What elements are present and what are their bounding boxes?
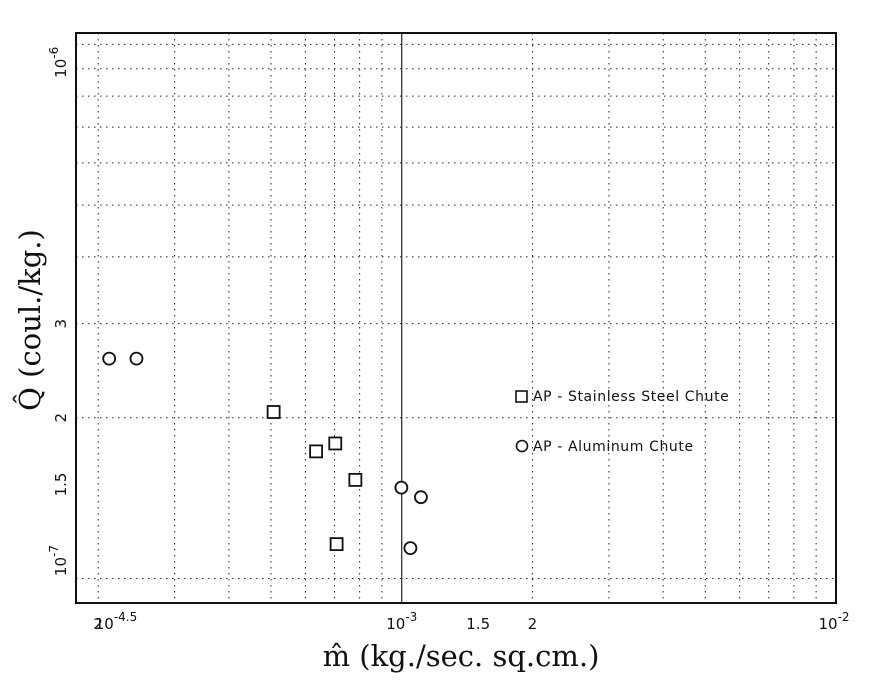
aluminum-point (403, 541, 418, 556)
aluminum-point (414, 490, 428, 505)
stainless-steel-point (328, 436, 343, 451)
data-points (102, 351, 428, 556)
aluminum-point (394, 480, 409, 495)
y-tick-label: 10-6 (47, 47, 70, 78)
x-tick-label: 10-2 (818, 610, 849, 633)
stainless-steel-point (309, 444, 323, 459)
stainless-steel-point (348, 472, 363, 487)
y-tick-label: 3 (52, 319, 70, 329)
legend-circle-marker (515, 439, 529, 453)
grid (76, 33, 836, 603)
stainless-steel-point (329, 537, 344, 552)
x-tick-label: 2 (528, 615, 538, 633)
x-axis-ticks: 10-4.52 10-3 1.5 2 10-2 (93, 610, 849, 633)
x-tick-label: 10-3 (386, 610, 417, 633)
legend-square-marker (515, 390, 528, 403)
x-tick-label: 10-4.5 (95, 610, 138, 633)
y-axis-ticks: 10-7 1.5 2 3 10-6 (47, 47, 70, 576)
x-tick-label: 1.5 (466, 615, 490, 633)
y-tick-label: 1.5 (52, 473, 70, 497)
plot-frame (75, 32, 837, 604)
aluminum-point (129, 351, 144, 366)
aluminum-point (102, 351, 117, 366)
y-tick-label: 2 (52, 413, 70, 423)
y-axis-label: Q̂ (coul./kg.) (13, 229, 47, 411)
x-tick-label: 2 (93, 615, 103, 633)
x-axis-label: m̂ (kg./sec. sq.cm.) (323, 639, 600, 673)
legend: AP - Stainless Steel Chute AP - Aluminum … (515, 389, 729, 455)
legend-label: AP - Aluminum Chute (533, 439, 694, 455)
stainless-steel-point (266, 405, 281, 419)
legend-label: AP - Stainless Steel Chute (533, 389, 729, 405)
y-tick-label: 10-7 (47, 545, 70, 576)
